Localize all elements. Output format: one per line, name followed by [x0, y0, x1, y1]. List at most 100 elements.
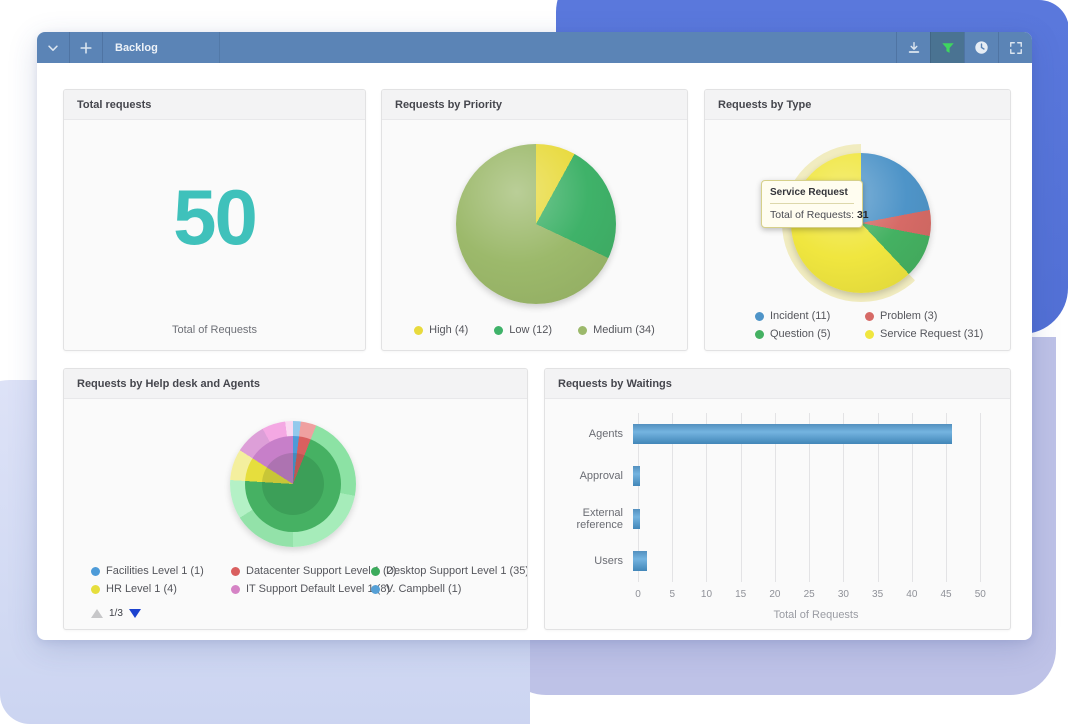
x-tick-label: 45: [940, 589, 952, 600]
bar[interactable]: [633, 424, 953, 445]
legend-dot: [91, 566, 100, 576]
bar-row: Users: [545, 540, 994, 582]
legend-item: Desktop Support Level 1 (35): [371, 565, 528, 577]
bar-rows: Agents Approval External reference Users: [545, 413, 994, 582]
x-tick-label: 50: [974, 589, 986, 600]
gridline: [843, 413, 845, 582]
bar-row: Agents: [545, 413, 994, 455]
gridline: [774, 413, 776, 582]
history-button[interactable]: [964, 32, 998, 63]
type-legend: Incident (11) Problem (3) Question (5) S…: [755, 310, 1010, 340]
legend-item: HR Level 1 (4): [91, 583, 231, 595]
dashboard-window: Backlog Total: [37, 32, 1032, 640]
toolbar-right-group: [896, 32, 1032, 63]
priority-pie-chart[interactable]: [456, 144, 616, 304]
bar-category-label: External reference: [576, 506, 623, 531]
legend-item: Incident (11): [755, 310, 865, 322]
legend-item: Medium (34): [578, 324, 655, 336]
page-up-button[interactable]: [91, 609, 103, 618]
legend-label: Facilities Level 1 (1): [106, 565, 204, 577]
legend-dot: [414, 325, 424, 335]
download-icon: [907, 41, 921, 55]
add-tab-button[interactable]: [70, 32, 103, 63]
bar[interactable]: [633, 550, 647, 571]
x-tick-label: 0: [635, 589, 641, 600]
donut-center-shading: [262, 453, 324, 515]
legend-label: Desktop Support Level 1 (35): [386, 565, 528, 577]
legend-pager: 1/3: [91, 608, 141, 619]
bar-track: [633, 466, 994, 487]
download-button[interactable]: [896, 32, 930, 63]
legend-label: Incident (11): [770, 310, 831, 322]
helpdesk-donut-chart[interactable]: [230, 421, 356, 547]
legend-dot: [231, 566, 240, 576]
page-indicator: 1/3: [109, 608, 123, 619]
legend-dot: [755, 311, 764, 321]
tooltip-divider: [770, 203, 854, 204]
bar[interactable]: [633, 508, 640, 529]
legend-dot: [578, 325, 588, 335]
legend-label: Datacenter Support Level 1 (2): [246, 565, 397, 577]
gridline: [809, 413, 811, 582]
chart-tooltip: Service Request Total of Requests: 31: [761, 180, 869, 228]
card-requests-by-type: Requests by Type Service Request Total o…: [704, 89, 1011, 351]
bar-category-label: Users: [594, 554, 623, 567]
legend-item: Facilities Level 1 (1): [91, 565, 231, 577]
bar-category-label: Approval: [579, 470, 623, 483]
legend-dot: [755, 329, 764, 339]
legend-dot: [494, 325, 504, 335]
x-axis-ticks: 0 5 10 15 20 25 30 35 40 45 50: [635, 589, 994, 603]
x-tick-label: 20: [769, 589, 781, 600]
legend-item: V. Campbell (1): [371, 583, 526, 595]
toolbar: Backlog: [37, 32, 1032, 63]
bar-row: Approval: [545, 455, 994, 497]
bar-track: [633, 508, 994, 529]
legend-dot: [865, 329, 874, 339]
gridline: [740, 413, 742, 582]
legend-label: Medium (34): [593, 324, 655, 336]
legend-label: High (4): [429, 324, 469, 336]
x-tick-label: 25: [803, 589, 815, 600]
tab-backlog[interactable]: Backlog: [103, 32, 220, 63]
plus-icon: [79, 41, 93, 55]
card-requests-by-waitings: Requests by Waitings Agents Approval Exter…: [544, 368, 1011, 630]
chevron-down-icon: [46, 41, 60, 55]
gridline: [946, 413, 948, 582]
legend-label: Question (5): [770, 328, 831, 340]
filter-button[interactable]: [930, 32, 964, 63]
page-down-button[interactable]: [128, 609, 141, 618]
total-requests-caption: Total of Requests: [172, 324, 257, 336]
x-tick-label: 5: [669, 589, 675, 600]
legend-item: Low (12): [494, 324, 552, 336]
card-title: Requests by Help desk and Agents: [64, 369, 527, 399]
bar[interactable]: [633, 466, 640, 487]
card-total-requests: Total requests 50 Total of Requests: [63, 89, 366, 351]
x-axis-label: Total of Requests: [773, 609, 859, 621]
legend-label: HR Level 1 (4): [106, 583, 177, 595]
gridline: [672, 413, 674, 582]
legend-item: IT Support Default Level 1 (8): [231, 583, 390, 595]
legend-label: IT Support Default Level 1 (8): [246, 583, 391, 595]
legend-item: Datacenter Support Level 1 (2): [231, 565, 396, 577]
bar-gridlines: [638, 413, 994, 582]
legend-item: Service Request (31): [865, 328, 1010, 340]
gridline: [980, 413, 982, 582]
legend-item: Question (5): [755, 328, 865, 340]
tabs-collapse-button[interactable]: [37, 32, 70, 63]
priority-legend: High (4) Low (12) Medium (34): [382, 324, 687, 336]
funnel-icon: [941, 41, 955, 55]
dashboard-content: Total requests 50 Total of Requests Requ…: [37, 63, 1032, 630]
legend-label: Problem (3): [880, 310, 938, 322]
tab-label: Backlog: [115, 41, 158, 54]
waitings-bar-chart: Agents Approval External reference Users 0 5…: [545, 399, 1010, 629]
legend-label: Low (12): [509, 324, 553, 336]
legend-dot: [865, 311, 874, 321]
fullscreen-button[interactable]: [998, 32, 1032, 63]
toolbar-spacer: [220, 32, 896, 63]
card-title: Total requests: [64, 90, 365, 120]
helpdesk-legend: Facilities Level 1 (1) Datacenter Suppor…: [91, 565, 528, 595]
legend-label: Service Request (31): [880, 328, 984, 340]
gridline: [706, 413, 708, 582]
total-requests-value: 50: [173, 173, 258, 261]
